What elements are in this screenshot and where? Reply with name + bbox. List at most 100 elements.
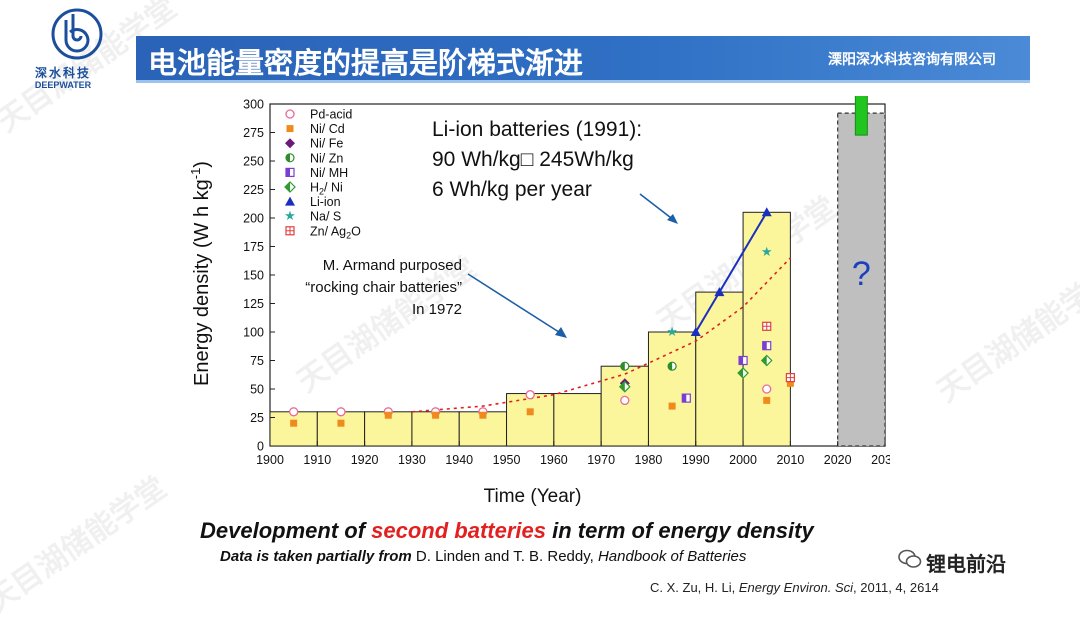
- data-point-shape: [690, 327, 701, 336]
- data-point-shape: [432, 411, 440, 419]
- data-point: [762, 321, 772, 331]
- data-point: [667, 361, 677, 371]
- data-source-note: Data is taken partially from D. Linden a…: [220, 548, 920, 565]
- y-axis-title: Energy density (W h kg-1): [188, 161, 213, 386]
- data-point: [681, 393, 691, 403]
- logo-english-name: DEEPWATER: [34, 80, 92, 90]
- title-banner: 电池能量密度的提高是阶梯式渐进 溧阳深水科技咨询有限公司: [136, 36, 1030, 83]
- annotation-armand-line: In 1972: [412, 301, 462, 318]
- trend-line: [411, 257, 791, 413]
- data-point: [785, 373, 795, 383]
- legend-marker-shape: [285, 138, 295, 149]
- data-point-fill: [682, 394, 687, 403]
- data-point: [384, 411, 392, 419]
- chart-caption: Development of second batteries in term …: [200, 518, 960, 544]
- data-point: [668, 402, 676, 410]
- data-point-fill: [620, 362, 625, 371]
- data-point: [763, 396, 771, 404]
- x-tick-label: 1950: [493, 453, 521, 467]
- data-point-grid: [762, 322, 771, 331]
- annotation-liion-arrow: [639, 193, 676, 222]
- data-point: [690, 327, 701, 336]
- data-point: [620, 361, 630, 371]
- annotation-armand-line: “rocking chair batteries”: [305, 279, 462, 296]
- annotation-armand-arrow: [467, 273, 563, 335]
- y-tick-label: 275: [243, 126, 264, 140]
- legend-label: Zn/ Ag2O: [310, 224, 361, 240]
- bar-step: [269, 411, 318, 447]
- data-point-shape: [762, 384, 772, 394]
- x-tick-label: 1900: [256, 453, 284, 467]
- energy-density-chart: ? 1900 1910 1920 1930 1940 1950 1960 1970 1980 199…: [188, 96, 890, 507]
- data-point: [525, 390, 535, 400]
- legend-marker: ★: [284, 209, 296, 224]
- data-point: [526, 408, 534, 416]
- y-tick-label: 100: [243, 326, 264, 340]
- data-point-shape: [289, 407, 299, 417]
- data-point: ★: [666, 325, 678, 340]
- citation-authors: C. X. Zu, H. Li,: [650, 580, 739, 595]
- data-point-grid: [786, 373, 795, 382]
- x-axis-title: Time (Year): [484, 486, 582, 507]
- data-point-fill: [619, 381, 625, 392]
- y-tick-label: 125: [243, 297, 264, 311]
- data-point: [620, 395, 630, 406]
- legend-marker-fill: [286, 153, 290, 162]
- data-point-fill: [738, 368, 744, 379]
- y-tick-label: 200: [243, 212, 264, 226]
- data-point-shape: [786, 379, 794, 387]
- data-point: [290, 419, 298, 427]
- data-point: [786, 379, 794, 387]
- annotation-liion-line: 6 Wh/kg per year: [432, 178, 592, 201]
- x-tick-label: 1940: [445, 453, 473, 467]
- bar-step: [506, 393, 555, 447]
- data-point: [289, 407, 299, 417]
- x-tick-label: 1980: [635, 453, 663, 467]
- data-point: [337, 419, 345, 427]
- annotation-armand-arrowhead: [555, 327, 567, 338]
- legend-label: Li-ion: [310, 195, 341, 209]
- annotation-liion-arrowhead: [667, 214, 678, 224]
- y-tick-label: 250: [243, 155, 264, 169]
- legend-marker: [284, 181, 296, 193]
- deepwater-logo-icon: [51, 8, 103, 60]
- data-point: [762, 341, 772, 351]
- y-tick-label: 150: [243, 269, 264, 283]
- legend-marker: [285, 109, 295, 119]
- legend-label: Pd-acid: [310, 108, 352, 122]
- y-tick-label: 75: [250, 354, 264, 368]
- y-tick-label: 25: [250, 411, 264, 425]
- data-point: [479, 411, 487, 419]
- citation-journal: Energy Environ. Sci: [738, 580, 854, 595]
- bar-step: [647, 331, 697, 447]
- watermark: 天目湖储能学堂: [930, 260, 1080, 410]
- bar-step: [316, 411, 366, 447]
- x-tick-label: 2010: [776, 453, 804, 467]
- legend-marker-grid: [286, 226, 294, 235]
- data-point: [336, 407, 346, 417]
- source-authors: D. Linden and T. B. Reddy,: [411, 548, 598, 565]
- bar-step: [695, 291, 744, 447]
- data-point-shape: [763, 396, 771, 404]
- page-title: 电池能量密度的提高是阶梯式渐进: [148, 46, 584, 80]
- legend-marker: [285, 196, 295, 206]
- up-arrow-shaft: [854, 96, 868, 136]
- data-point-fill: [761, 355, 767, 366]
- citation-rest: , 2011, 4, 2614: [853, 580, 939, 595]
- legend-marker-fill: [285, 182, 290, 192]
- future-box: [837, 112, 886, 447]
- data-point: [618, 380, 631, 393]
- data-point-shape: [620, 395, 630, 406]
- data-point-shape: [526, 408, 534, 416]
- data-point-shape: [761, 207, 772, 217]
- legend-label: Ni/ Cd: [310, 122, 345, 136]
- y-tick-label: 225: [243, 183, 264, 197]
- legend-label: Ni/ MH: [310, 166, 348, 180]
- legend-marker: [285, 226, 295, 236]
- data-point: [737, 367, 749, 379]
- annotation-liion-line: Li-ion batteries (1991):: [432, 118, 642, 141]
- data-point: [432, 411, 440, 419]
- data-point: [761, 207, 772, 217]
- bar-step: [553, 393, 602, 447]
